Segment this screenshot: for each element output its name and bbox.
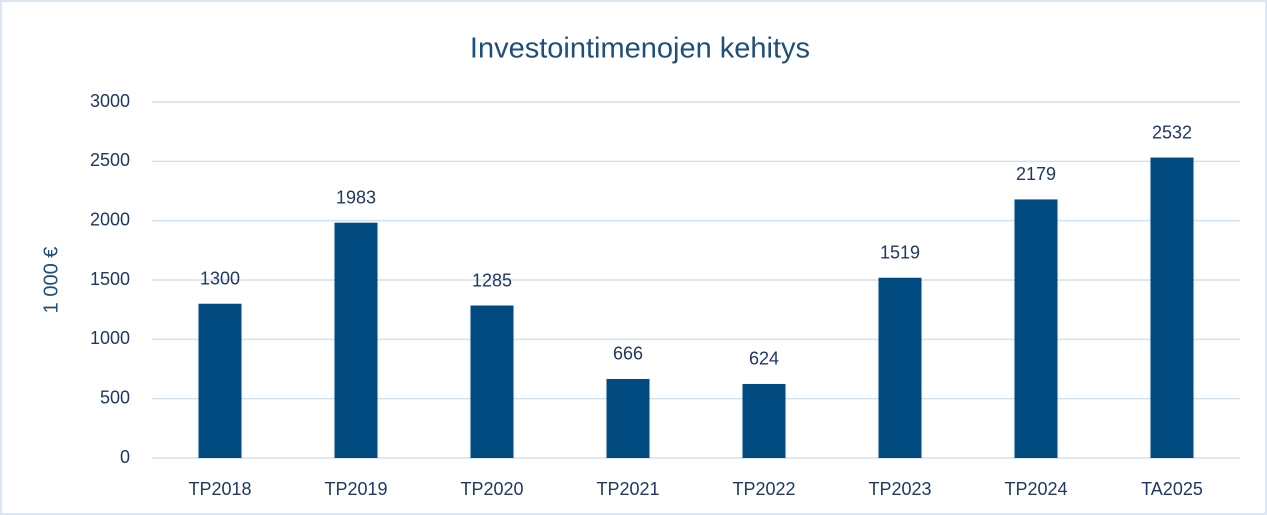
chart-title: Investointimenojen kehitys bbox=[470, 33, 810, 65]
y-axis-label: 1 000 € bbox=[40, 247, 62, 314]
y-tick-label: 1000 bbox=[90, 328, 130, 348]
x-tick-label: TP2022 bbox=[732, 479, 795, 499]
x-tick-label: TP2024 bbox=[1004, 479, 1067, 499]
y-tick-label: 0 bbox=[120, 447, 130, 467]
x-tick-label: TP2020 bbox=[460, 479, 523, 499]
y-tick-label: 500 bbox=[100, 387, 130, 407]
x-tick-label: TP2018 bbox=[188, 479, 251, 499]
x-tick-label: TP2023 bbox=[868, 479, 931, 499]
x-tick-label: TP2019 bbox=[324, 479, 387, 499]
y-tick-label: 3000 bbox=[90, 91, 130, 111]
bar bbox=[1150, 157, 1194, 458]
bar bbox=[470, 305, 514, 458]
bar bbox=[198, 303, 242, 458]
data-label: 2179 bbox=[1016, 164, 1056, 184]
x-tick-label: TA2025 bbox=[1141, 479, 1203, 499]
data-label: 1300 bbox=[200, 268, 240, 288]
bar bbox=[742, 383, 786, 458]
y-tick-label: 2000 bbox=[90, 209, 130, 229]
x-tick-label: TP2021 bbox=[596, 479, 659, 499]
y-tick-label: 1500 bbox=[90, 269, 130, 289]
data-label: 666 bbox=[613, 344, 643, 364]
bar bbox=[606, 378, 650, 458]
data-label: 624 bbox=[749, 349, 779, 369]
y-tick-label: 2500 bbox=[90, 150, 130, 170]
bar bbox=[1014, 199, 1058, 458]
data-label: 1285 bbox=[472, 270, 512, 290]
data-label: 2532 bbox=[1152, 122, 1192, 142]
data-label: 1519 bbox=[880, 242, 920, 262]
bar bbox=[878, 277, 922, 458]
bar bbox=[334, 222, 378, 458]
data-label: 1983 bbox=[336, 187, 376, 207]
